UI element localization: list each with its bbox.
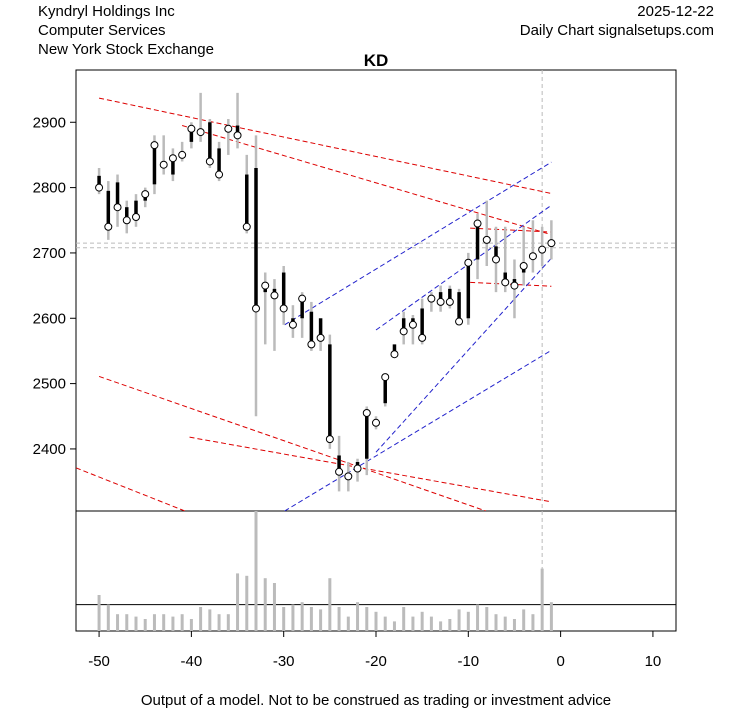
trend-line [182,125,552,236]
close-marker [547,239,556,248]
close-marker [538,245,547,254]
exchange: New York Stock Exchange [38,41,214,58]
close-marker [95,183,104,192]
company: Kyndryl Holdings Inc [38,3,175,20]
trend-line [98,97,552,194]
close-marker [510,281,519,290]
trend-line [189,436,552,503]
close-marker [307,340,316,349]
footer: Output of a model. Not to be construed a… [141,692,611,708]
close-marker [168,154,177,163]
close-marker [381,373,390,382]
close-marker [399,327,408,336]
close-marker [492,255,500,264]
x-tick-label: 0 [556,653,564,670]
close-marker [436,297,445,306]
close-marker [482,235,491,244]
close-marker [113,203,122,212]
y-tick-label: 2500 [33,376,66,393]
close-marker [205,157,214,166]
trend-line [375,257,552,453]
x-tick-label: -50 [88,653,110,670]
close-marker [261,281,270,290]
close-marker [288,320,297,329]
close-marker [408,320,417,329]
x-tick-label: -30 [273,653,295,670]
y-tick-label: 2800 [33,180,66,197]
close-marker [233,131,242,140]
close-marker [455,317,464,326]
close-marker [178,150,187,159]
close-marker [215,170,224,179]
sector: Computer Services [38,22,166,39]
close-marker [159,160,168,169]
close-marker [325,435,334,444]
close-marker [418,333,427,342]
close-marker [122,216,131,225]
close-marker [187,124,196,133]
close-marker [150,141,159,150]
close-marker [427,294,436,303]
close-marker [390,350,399,359]
close-marker [270,291,279,300]
y-tick-label: 2400 [33,441,66,458]
close-marker [196,128,205,137]
x-tick-label: -10 [457,653,479,670]
close-marker [353,464,362,473]
plot-frame [75,69,677,632]
trend-line [375,204,552,331]
chart-title: KD [364,51,389,70]
close-marker [252,304,260,313]
trend-line [76,467,186,511]
close-marker [372,418,380,427]
close-marker [141,190,150,199]
close-marker [464,258,473,267]
trend-line [98,375,487,511]
trend-line [284,349,552,511]
y-tick-label: 2700 [33,245,66,262]
close-marker [445,297,454,306]
x-tick-label: -20 [365,653,387,670]
close-marker [335,467,344,476]
x-tick-label: 10 [645,653,662,670]
close-marker [344,472,353,481]
close-marker [362,409,371,417]
close-marker [132,213,140,221]
trend-line [284,161,552,326]
y-tick-label: 2900 [33,114,66,131]
close-marker [519,262,528,270]
close-marker [473,219,482,228]
close-marker [104,222,113,231]
close-marker [224,124,233,133]
close-marker [528,252,537,261]
source: Daily Chart signalsetups.com [520,22,714,39]
trend-line [470,227,552,233]
close-marker [279,304,288,313]
y-tick-label: 2600 [33,310,66,327]
close-marker [242,222,251,231]
date: 2025-12-22 [637,3,714,20]
close-marker [316,333,325,342]
x-tick-label: -40 [181,653,203,670]
close-marker [298,294,307,303]
close-marker [501,278,510,287]
